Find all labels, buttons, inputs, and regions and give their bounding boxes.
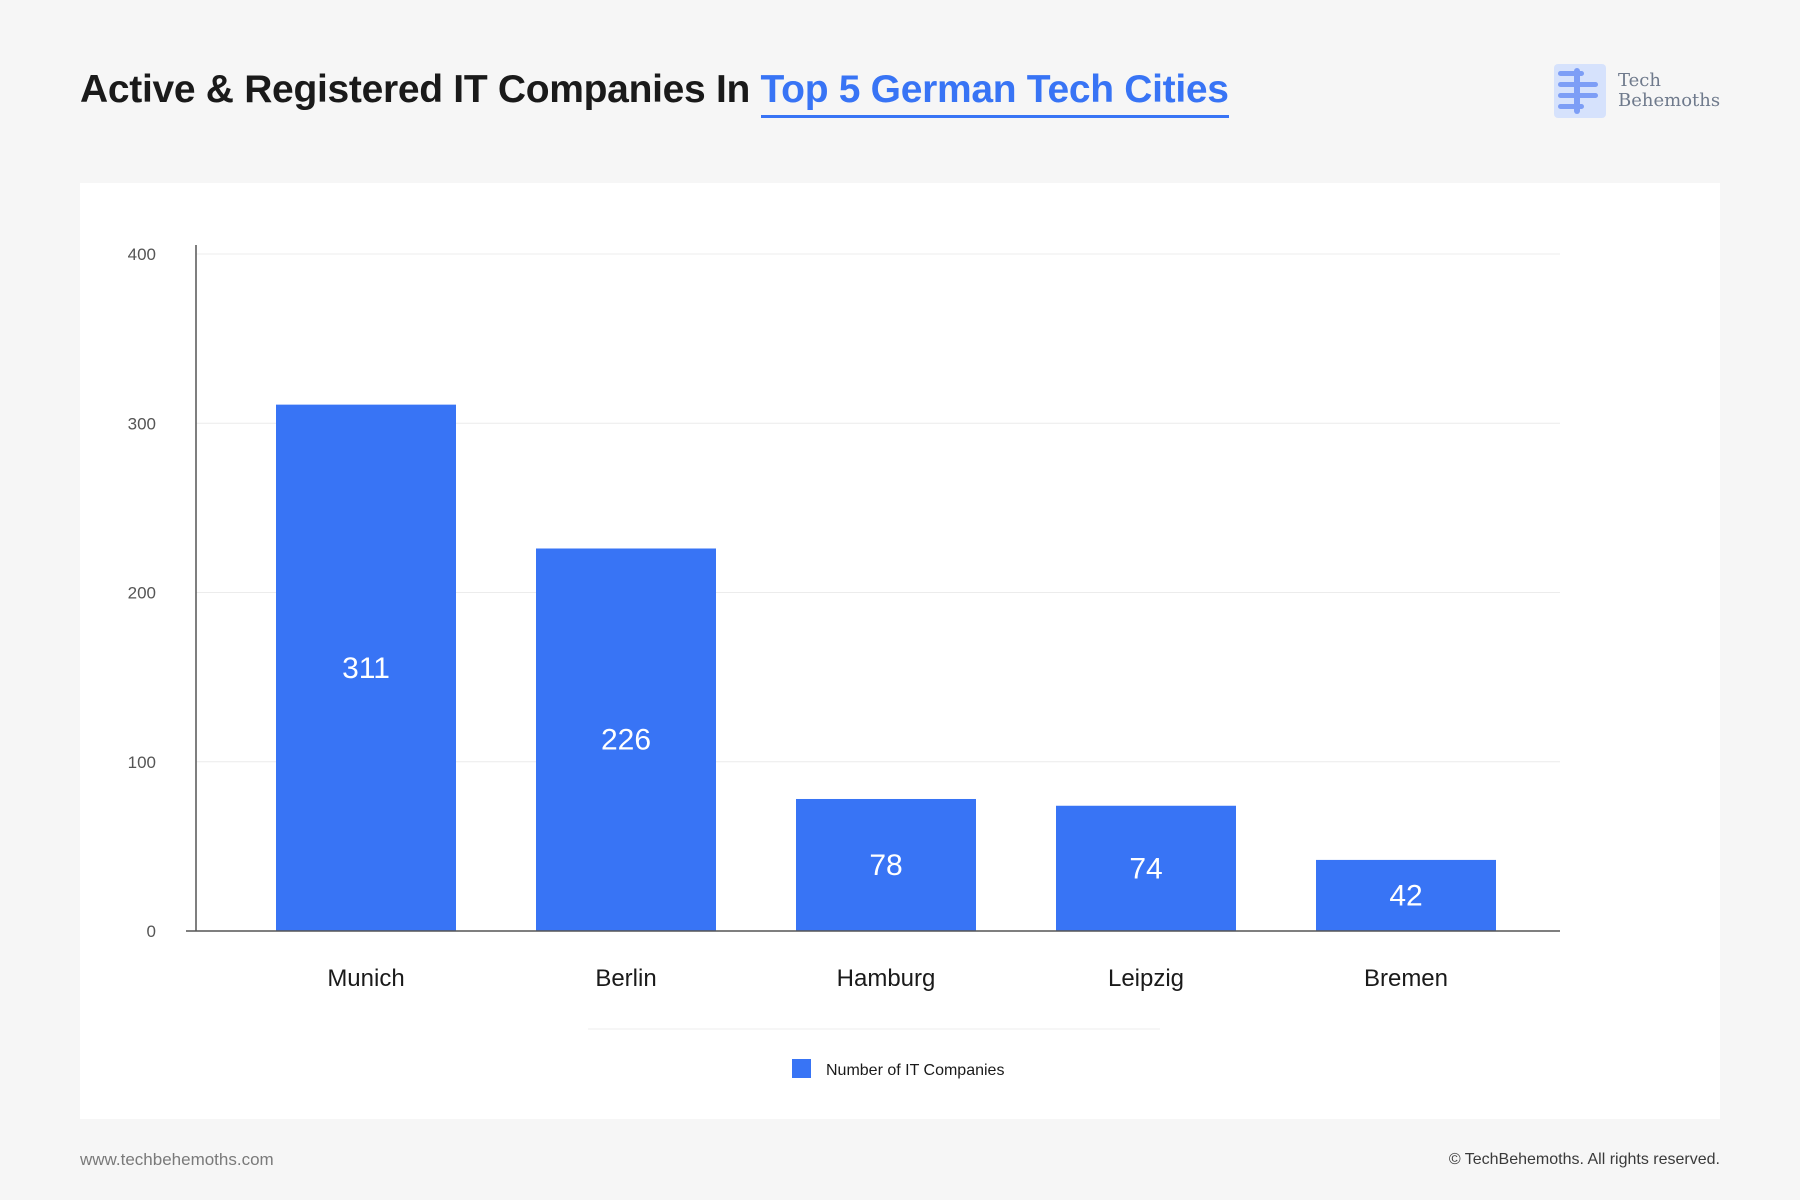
bar-leipzig	[1056, 805, 1236, 931]
data-label: 74	[1129, 852, 1162, 885]
x-tick-label: Hamburg	[837, 965, 936, 992]
data-label: 42	[1389, 879, 1422, 912]
data-label: 226	[601, 724, 651, 757]
x-tick-label: Berlin	[595, 965, 656, 992]
y-tick-label: 200	[128, 584, 156, 603]
chart-title: Active & Registered IT Companies In Top …	[80, 68, 1229, 118]
techbehemoths-logo-icon	[1554, 64, 1606, 118]
bar-munich	[276, 404, 456, 931]
logo-line-1: Tech	[1618, 70, 1661, 91]
y-tick-label: 400	[128, 245, 156, 264]
x-tick-label: Munich	[327, 965, 404, 992]
bar-bremen	[1316, 859, 1496, 931]
y-tick-label: 300	[128, 414, 156, 433]
data-label: 78	[869, 849, 902, 882]
chart-panel: 0 100 200 300 400 311 Munich 226 Berlin 78 Hamburg…	[80, 183, 1720, 1119]
legend-swatch	[792, 1059, 811, 1078]
legend-label: Number of IT Companies	[826, 1062, 1004, 1079]
x-tick-label: Leipzig	[1108, 965, 1184, 992]
y-tick-label: 100	[128, 753, 156, 772]
chart-title-text: Active & Registered IT Companies In	[80, 68, 761, 111]
y-tick-label: 0	[147, 922, 156, 941]
techbehemoths-logo: Tech Behemoths	[1552, 62, 1720, 120]
footer-website: www.techbehemoths.com	[80, 1150, 274, 1169]
bar-chart: 0 100 200 300 400 311 Munich 226 Berlin 78 Hamburg…	[128, 245, 1560, 1079]
bar-hamburg	[796, 798, 976, 931]
logo-wordmark: Tech Behemoths	[1618, 71, 1720, 111]
chart-title-highlight: Top 5 German Tech Cities	[760, 68, 1229, 118]
bar-berlin	[536, 548, 716, 931]
data-label: 311	[342, 652, 390, 685]
x-tick-label: Bremen	[1364, 965, 1448, 992]
logo-line-2: Behemoths	[1618, 90, 1721, 111]
footer-copyright: © TechBehemoths. All rights reserved.	[1448, 1151, 1720, 1168]
